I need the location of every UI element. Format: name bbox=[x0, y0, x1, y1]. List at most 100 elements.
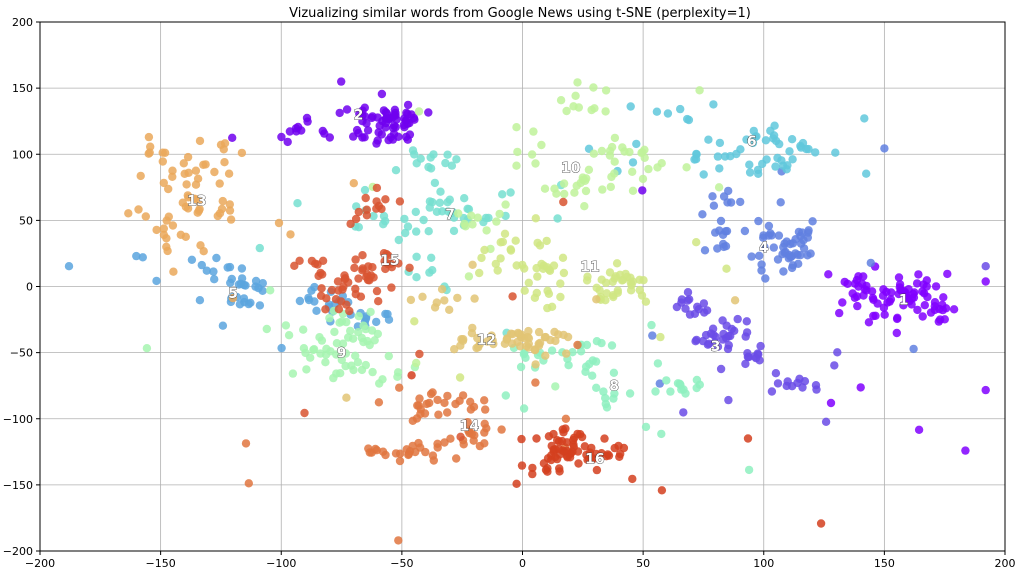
scatter-point bbox=[372, 286, 382, 296]
scatter-point bbox=[938, 300, 947, 310]
scatter-point bbox=[353, 358, 363, 367]
scatter-point bbox=[742, 317, 751, 326]
scatter-point bbox=[506, 329, 516, 338]
scatter-point bbox=[657, 429, 666, 439]
scatter-point bbox=[617, 276, 627, 285]
scatter-point bbox=[610, 443, 619, 453]
scatter-point bbox=[159, 178, 168, 188]
scatter-point bbox=[468, 260, 477, 269]
scatter-point bbox=[720, 152, 730, 161]
scatter-point bbox=[342, 300, 351, 309]
cluster-label: 16 bbox=[585, 451, 604, 467]
chart-title: Vizualizing similar words from Google Ne… bbox=[289, 6, 751, 21]
scatter-point bbox=[597, 449, 606, 458]
scatter-point bbox=[212, 253, 221, 263]
scatter-point bbox=[255, 243, 264, 253]
scatter-point bbox=[700, 246, 710, 255]
cluster-label: 11 bbox=[580, 260, 599, 276]
scatter-point bbox=[547, 346, 557, 355]
scatter-point bbox=[740, 226, 750, 236]
scatter-point bbox=[196, 241, 205, 250]
y-tick-label: 0 bbox=[26, 281, 33, 294]
scatter-point bbox=[741, 359, 750, 369]
scatter-point bbox=[672, 302, 682, 312]
scatter-point bbox=[452, 155, 461, 164]
scatter-point bbox=[357, 333, 366, 343]
scatter-point bbox=[517, 461, 527, 470]
scatter-point bbox=[513, 147, 522, 157]
scatter-point bbox=[756, 341, 765, 351]
scatter-point bbox=[556, 292, 565, 302]
scatter-point bbox=[480, 428, 489, 437]
scatter-point bbox=[482, 226, 491, 235]
scatter-point bbox=[480, 396, 489, 405]
scatter-point bbox=[327, 285, 337, 295]
scatter-point bbox=[455, 396, 464, 405]
scatter-point bbox=[537, 140, 546, 150]
scatter-point bbox=[447, 161, 457, 170]
scatter-point bbox=[581, 186, 591, 196]
scatter-point bbox=[715, 138, 725, 148]
scatter-point bbox=[919, 280, 928, 289]
scatter-point bbox=[413, 401, 422, 410]
scatter-point bbox=[424, 227, 433, 236]
scatter-point bbox=[443, 150, 452, 159]
scatter-point bbox=[463, 204, 472, 213]
scatter-point bbox=[692, 238, 701, 247]
scatter-point bbox=[651, 387, 660, 396]
scatter-point bbox=[592, 383, 601, 392]
scatter-point bbox=[637, 148, 646, 158]
scatter-point bbox=[648, 331, 657, 340]
scatter-point bbox=[179, 159, 188, 168]
scatter-point bbox=[563, 453, 572, 462]
scatter-point bbox=[592, 465, 602, 475]
x-tick-label: −200 bbox=[25, 557, 55, 570]
scatter-point bbox=[225, 200, 234, 209]
scatter-point bbox=[244, 479, 253, 488]
scatter-point bbox=[164, 184, 173, 194]
scatter-point bbox=[838, 298, 847, 307]
scatter-point bbox=[578, 173, 587, 182]
scatter-point bbox=[856, 383, 865, 392]
scatter-point bbox=[181, 232, 190, 241]
scatter-point bbox=[225, 206, 235, 215]
scatter-point bbox=[403, 109, 412, 119]
scatter-point bbox=[283, 137, 292, 147]
scatter-point bbox=[708, 192, 717, 201]
scatter-point bbox=[808, 217, 817, 226]
scatter-point bbox=[912, 279, 922, 288]
scatter-point bbox=[804, 226, 813, 235]
scatter-point bbox=[512, 479, 521, 488]
scatter-point bbox=[821, 417, 831, 426]
scatter-point bbox=[138, 253, 147, 262]
scatter-point bbox=[943, 269, 952, 279]
scatter-point bbox=[605, 268, 615, 277]
scatter-point bbox=[395, 383, 404, 392]
cluster-label: 4 bbox=[759, 240, 769, 256]
scatter-point bbox=[831, 148, 840, 157]
scatter-point bbox=[787, 135, 797, 144]
scatter-point bbox=[610, 133, 620, 143]
scatter-point bbox=[333, 277, 343, 286]
scatter-point bbox=[748, 138, 758, 148]
scatter-point bbox=[835, 308, 844, 318]
scatter-point bbox=[346, 219, 355, 229]
scatter-point bbox=[910, 288, 919, 297]
scatter-point bbox=[389, 111, 399, 120]
scatter-point bbox=[335, 318, 344, 327]
scatter-point bbox=[220, 139, 230, 148]
scatter-point bbox=[559, 179, 569, 188]
scatter-point bbox=[743, 434, 753, 443]
scatter-point bbox=[653, 359, 663, 368]
scatter-point bbox=[775, 139, 784, 149]
scatter-point bbox=[621, 269, 630, 279]
scatter-point bbox=[574, 103, 583, 112]
scatter-point bbox=[534, 327, 544, 337]
scatter-point bbox=[721, 242, 731, 251]
scatter-point bbox=[857, 279, 867, 288]
scatter-point bbox=[350, 263, 359, 273]
scatter-point bbox=[446, 434, 455, 443]
cluster-label: 2 bbox=[354, 108, 364, 124]
scatter-point bbox=[342, 105, 352, 114]
scatter-point bbox=[880, 310, 889, 319]
